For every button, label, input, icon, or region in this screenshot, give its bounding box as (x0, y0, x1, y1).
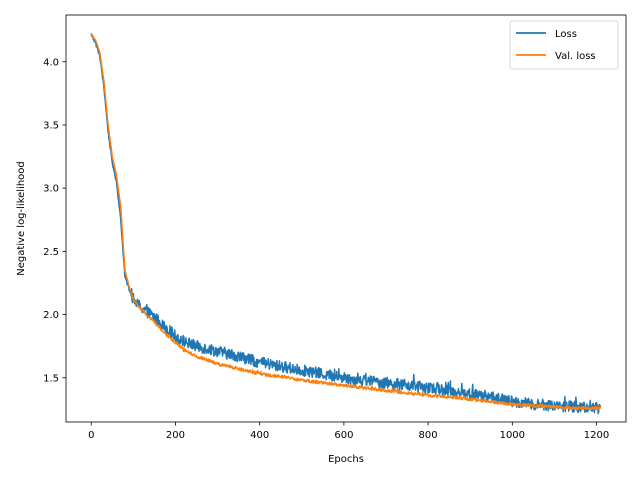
y-tick-label: 1.5 (43, 373, 59, 384)
legend-label-val-loss: Val. loss (555, 51, 596, 62)
y-tick-label: 3.5 (43, 120, 59, 131)
axes-frame (65, 14, 627, 423)
legend-label-loss: Loss (555, 29, 577, 40)
legend: Loss Val. loss (509, 20, 619, 70)
x-axis-label: Epochs (328, 454, 364, 465)
y-tick-label: 2.0 (43, 310, 59, 321)
x-tick-label: 1000 (500, 430, 525, 441)
y-axis-label: Negative log-likelihood (16, 161, 27, 276)
plot-area (66, 15, 626, 422)
x-tick-label: 200 (166, 430, 185, 441)
series-line-val-loss (90, 33, 602, 411)
y-tick-label: 2.5 (43, 247, 59, 258)
x-tick-label: 0 (88, 430, 94, 441)
x-tick-label: 400 (250, 430, 269, 441)
series-line-loss (90, 33, 602, 415)
series-layer (90, 33, 602, 415)
x-axis-ticks: 0 200 400 600 800 1000 1200 (88, 422, 609, 441)
x-tick-label: 800 (419, 430, 438, 441)
y-tick-label: 4.0 (43, 57, 59, 68)
x-tick-label: 1200 (584, 430, 609, 441)
x-tick-label: 600 (334, 430, 353, 441)
y-axis-ticks: 1.5 2.0 2.5 3.0 3.5 4.0 (43, 57, 66, 384)
y-tick-label: 3.0 (43, 184, 59, 195)
